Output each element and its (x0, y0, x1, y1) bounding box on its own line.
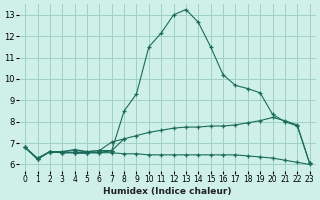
X-axis label: Humidex (Indice chaleur): Humidex (Indice chaleur) (103, 187, 232, 196)
